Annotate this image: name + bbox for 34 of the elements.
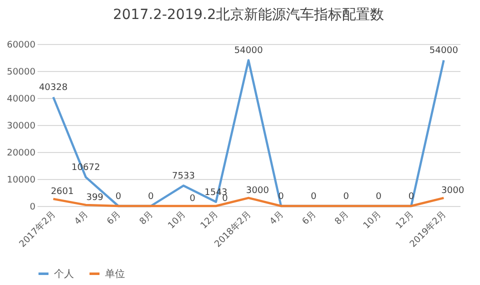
y-tick-label: 60000 — [6, 40, 36, 50]
x-tick-label: 4月 — [73, 210, 91, 228]
x-tick-label: 10月 — [166, 210, 188, 232]
data-label: 3000 — [441, 186, 464, 196]
y-tick-label: 20000 — [6, 148, 36, 158]
data-label: 0 — [190, 194, 196, 204]
legend-label: 单位 — [105, 268, 125, 280]
x-tick-label: 8月 — [138, 210, 156, 228]
x-tick-label: 12月 — [199, 210, 221, 232]
x-tick-label: 8月 — [333, 210, 351, 228]
y-tick-label: 10000 — [6, 176, 36, 186]
data-label: 3000 — [246, 186, 270, 196]
data-label: 54000 — [429, 46, 458, 56]
data-label: 0 — [376, 192, 382, 202]
data-label: 2601 — [50, 186, 74, 197]
y-tick-label: 0 — [30, 202, 36, 212]
x-tick-label: 4月 — [268, 210, 286, 228]
data-label: 0 — [310, 192, 317, 202]
chart-title: 2017.2-2019.2北京新能源汽车指标配置数 — [112, 7, 384, 23]
y-tick-label: 30000 — [6, 122, 36, 132]
x-tick-label: 6月 — [106, 210, 124, 228]
data-label: 0 — [148, 192, 154, 202]
data-label: 7533 — [172, 172, 195, 182]
data-label: 40328 — [38, 83, 68, 94]
y-tick-label: 50000 — [6, 68, 36, 78]
data-label: 399 — [86, 192, 104, 203]
data-label: 0 — [115, 192, 122, 202]
y-tick-label: 40000 — [6, 94, 36, 104]
x-tick-label: 12月 — [394, 210, 416, 232]
legend-label: 个人 — [54, 268, 74, 280]
x-tick-label: 6月 — [300, 210, 318, 228]
data-label: 54000 — [234, 46, 264, 56]
x-tick-label: 10月 — [362, 210, 384, 232]
data-label: 0 — [343, 192, 350, 202]
